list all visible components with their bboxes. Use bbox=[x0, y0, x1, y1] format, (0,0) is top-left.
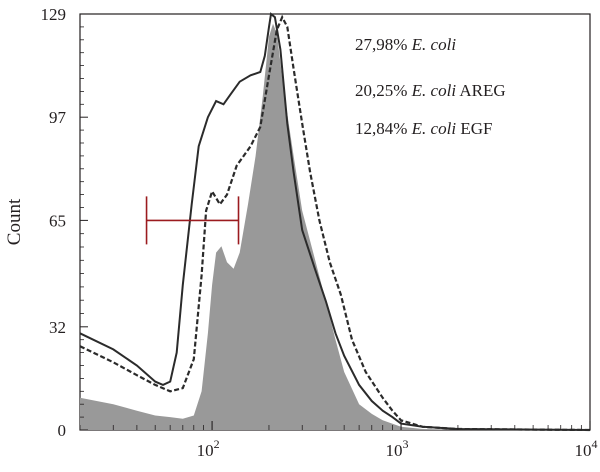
y-tick-label: 97 bbox=[49, 108, 67, 127]
series-dashed-line bbox=[79, 14, 591, 432]
legend-annotation: 27,98% E. coli bbox=[355, 35, 456, 54]
series-filled-area bbox=[80, 23, 590, 430]
annotations: 27,98% E. coli 20,25% E. coli AREG 12,84% … bbox=[355, 35, 506, 138]
series-layer bbox=[79, 12, 591, 432]
y-tick-label: 129 bbox=[41, 5, 67, 24]
y-tick-label: 65 bbox=[49, 211, 66, 230]
x-tick-label: 102 bbox=[197, 437, 220, 460]
x-tick-label: 104 bbox=[575, 437, 598, 460]
gate-marker bbox=[145, 196, 240, 245]
y-tick-label: 32 bbox=[49, 318, 66, 337]
legend-annotation: 12,84% E. coli EGF bbox=[355, 119, 492, 138]
y-tick-label: 0 bbox=[58, 421, 67, 440]
y-axis-label: Count bbox=[4, 198, 25, 245]
series-solid-line bbox=[79, 12, 591, 431]
x-tick-label: 103 bbox=[386, 437, 409, 460]
legend-annotation: 20,25% E. coli AREG bbox=[355, 81, 506, 100]
